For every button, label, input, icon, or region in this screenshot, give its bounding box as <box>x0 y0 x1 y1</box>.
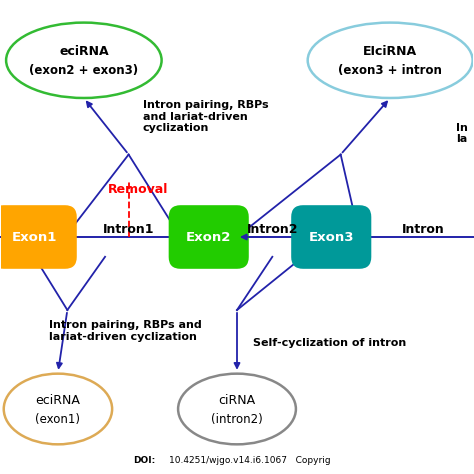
Text: 10.4251/wjgo.v14.i6.1067   Copyrig: 10.4251/wjgo.v14.i6.1067 Copyrig <box>169 456 330 465</box>
Text: Intron pairing, RBPs and
lariat-driven cyclization: Intron pairing, RBPs and lariat-driven c… <box>48 320 201 342</box>
Text: Intron: Intron <box>402 223 445 237</box>
Text: Intron pairing, RBPs
and lariat-driven
cyclization: Intron pairing, RBPs and lariat-driven c… <box>143 100 268 134</box>
Text: Intron2: Intron2 <box>246 223 298 237</box>
Text: Exon3: Exon3 <box>309 230 354 244</box>
Text: (exon3 + intron: (exon3 + intron <box>338 64 442 77</box>
Text: eciRNA: eciRNA <box>59 46 109 58</box>
Text: EIciRNA: EIciRNA <box>363 46 417 58</box>
Text: (exon2 + exon3): (exon2 + exon3) <box>29 64 138 77</box>
Text: Intron1: Intron1 <box>103 223 155 237</box>
Text: Removal: Removal <box>108 183 168 196</box>
Text: (intron2): (intron2) <box>211 413 263 426</box>
FancyBboxPatch shape <box>169 205 249 269</box>
Text: (exon1): (exon1) <box>36 413 81 426</box>
Text: In
la: In la <box>456 123 468 144</box>
Text: ciRNA: ciRNA <box>219 394 255 407</box>
Text: eciRNA: eciRNA <box>36 394 81 407</box>
FancyBboxPatch shape <box>291 205 371 269</box>
Text: Self-cyclization of intron: Self-cyclization of intron <box>254 338 407 348</box>
FancyBboxPatch shape <box>0 205 77 269</box>
Text: Exon2: Exon2 <box>186 230 231 244</box>
Text: Exon1: Exon1 <box>12 230 57 244</box>
Text: DOI:: DOI: <box>133 456 155 465</box>
